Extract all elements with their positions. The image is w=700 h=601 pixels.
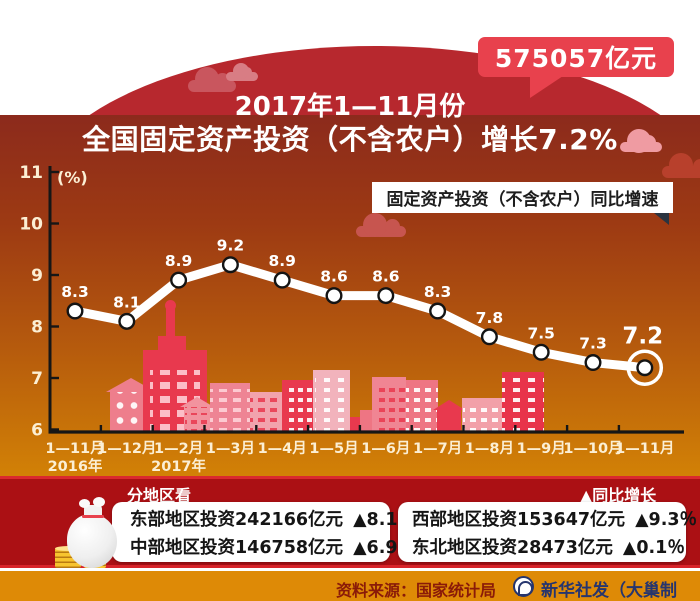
total-value-badge: 575057亿元 [478, 37, 674, 77]
region-label: 中部地区投资146758亿元 [130, 537, 344, 558]
region-section-heading: 分地区看 [127, 486, 192, 505]
title-line2: 全国固定资产投资（不含农户）增长7.2% [82, 123, 618, 156]
footer-band [0, 571, 700, 601]
money-bag-icon [93, 497, 105, 507]
growth-section-heading: ▲同比增长 [580, 486, 657, 505]
badge-tail [530, 74, 566, 98]
building [437, 410, 461, 432]
money-bag-icon [79, 499, 90, 508]
building [184, 407, 210, 432]
region-row: 东部地区投资242166亿元 ▲8.1％ [130, 506, 415, 531]
tower-antenna-ball [165, 300, 176, 311]
region-label: 东北地区投资28473亿元 [412, 537, 613, 558]
money-bag-icon [67, 514, 117, 568]
region-row: 中部地区投资146758亿元 ▲6.9％ [130, 534, 415, 559]
building-roof [180, 397, 214, 407]
building [462, 398, 502, 432]
cloud-icon [620, 129, 662, 153]
cloud-icon [662, 153, 700, 178]
money-bag-icon [84, 505, 102, 518]
legend-pointer [654, 213, 669, 225]
region-growth: ▲9.3％ [635, 509, 698, 530]
credit: 新华社发（大巢制图） [541, 581, 677, 601]
building [360, 410, 372, 432]
region-row: 东北地区投资28473亿元 ▲0.1％ [412, 534, 686, 559]
region-label: 西部地区投资153647亿元 [412, 509, 626, 530]
building-roof [433, 400, 465, 410]
region-label: 东部地区投资242166亿元 [130, 509, 344, 530]
building [502, 372, 544, 432]
building [406, 380, 438, 432]
region-row: 西部地区投资153647亿元 ▲9.3％ [412, 506, 697, 531]
building [372, 377, 406, 432]
legend: 固定资产投资（不含农户）同比增速 [372, 182, 673, 213]
building [282, 380, 313, 432]
building [350, 417, 360, 432]
building [313, 370, 350, 432]
cloud-icon [356, 213, 406, 237]
title-line1: 2017年1—11月份 [234, 92, 466, 122]
data-source: 资料来源：国家统计局 [336, 581, 497, 600]
region-growth: ▲0.1％ [622, 537, 685, 558]
cloud-icon [226, 63, 258, 81]
building [210, 383, 250, 432]
xinhua-logo-icon [513, 576, 534, 597]
region-box-west-northeast: 西部地区投资153647亿元 ▲9.3％ 东北地区投资28473亿元 ▲0.1％ [398, 502, 697, 562]
region-box-east-central: 东部地区投资242166亿元 ▲8.1％ 中部地区投资146758亿元 ▲6.9… [112, 502, 415, 562]
building [250, 392, 282, 432]
money-bag-icon [82, 515, 104, 518]
